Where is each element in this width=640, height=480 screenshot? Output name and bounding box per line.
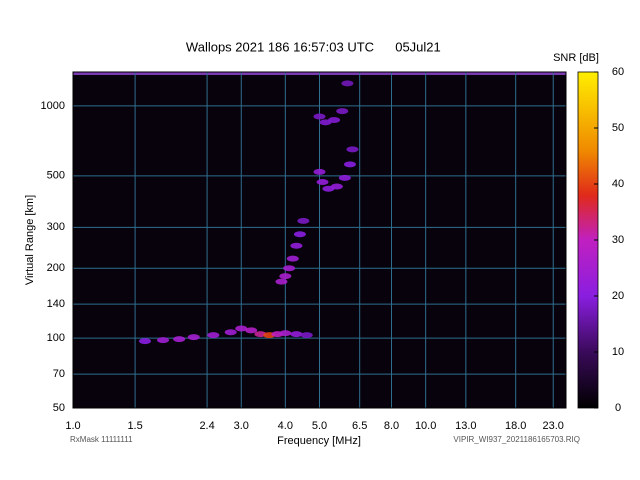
y-tick-label: 500	[47, 170, 65, 182]
colorbar-tick-label: 50	[612, 122, 624, 134]
echo-point	[290, 331, 303, 338]
echo-point	[338, 174, 351, 181]
colorbar-tick-label: 20	[612, 290, 624, 302]
x-tick-label: 1.5	[127, 420, 142, 432]
x-tick-label: 6.5	[352, 420, 367, 432]
colorbar-tick-label: 0	[615, 402, 621, 414]
y-tick-label: 1000	[41, 100, 65, 112]
colorbar-tick-label: 60	[612, 66, 624, 78]
echo-point	[157, 337, 170, 344]
x-tick-label: 4.0	[278, 420, 293, 432]
y-tick-label: 200	[47, 262, 65, 274]
chart-subtitle: 05Jul21	[395, 39, 441, 54]
x-axis-label: Frequency [MHz]	[277, 435, 361, 447]
colorbar-tick-label: 10	[612, 346, 624, 358]
echo-point	[313, 113, 326, 120]
echo-point	[224, 329, 237, 336]
y-tick-label: 100	[47, 332, 65, 344]
y-tick-label: 50	[53, 402, 65, 414]
echo-point	[341, 80, 354, 87]
colorbar-tick-label: 40	[612, 178, 624, 190]
echo-point	[279, 330, 292, 337]
colorbar-label: SNR [dB]	[553, 52, 599, 64]
echo-point	[328, 116, 341, 123]
y-tick-label: 70	[53, 368, 65, 380]
x-tick-label: 10.0	[415, 420, 436, 432]
echo-point	[346, 146, 359, 153]
echo-point	[293, 231, 306, 238]
x-tick-label: 5.0	[312, 420, 327, 432]
echo-point	[187, 334, 200, 341]
x-tick-label: 18.0	[505, 420, 526, 432]
x-tick-label: 8.0	[384, 420, 399, 432]
chart-title: Wallops 2021 186 16:57:03 UTC	[186, 39, 374, 54]
echo-point	[286, 255, 299, 262]
y-axis-label: Virtual Range [km]	[24, 195, 36, 285]
echo-point	[297, 217, 310, 224]
echo-point	[138, 338, 151, 345]
echo-point	[316, 179, 329, 186]
echo-point	[173, 336, 186, 343]
colorbar-tick-label: 30	[612, 234, 624, 246]
x-tick-label: 1.0	[65, 420, 80, 432]
footer-right: VIPIR_WI937_2021186165703.RIQ	[453, 435, 580, 444]
echo-point	[290, 242, 303, 249]
echo-point	[313, 168, 326, 175]
y-tick-label: 300	[47, 221, 65, 233]
echo-point	[235, 325, 248, 332]
echo-point	[245, 327, 258, 334]
x-tick-label: 13.0	[455, 420, 476, 432]
plot-frame	[72, 71, 567, 409]
echo-point	[283, 265, 296, 272]
x-tick-label: 2.4	[199, 420, 214, 432]
echo-point	[343, 161, 356, 168]
echo-point	[207, 332, 220, 339]
echo-point	[336, 108, 349, 115]
y-tick-label: 140	[47, 298, 65, 310]
x-tick-label: 23.0	[543, 420, 564, 432]
echo-point	[275, 278, 288, 285]
footer-left: RxMask 11111111	[70, 435, 133, 444]
echo-point	[279, 273, 292, 280]
x-tick-label: 3.0	[234, 420, 249, 432]
echo-point	[330, 183, 343, 190]
echo-point	[300, 332, 313, 339]
